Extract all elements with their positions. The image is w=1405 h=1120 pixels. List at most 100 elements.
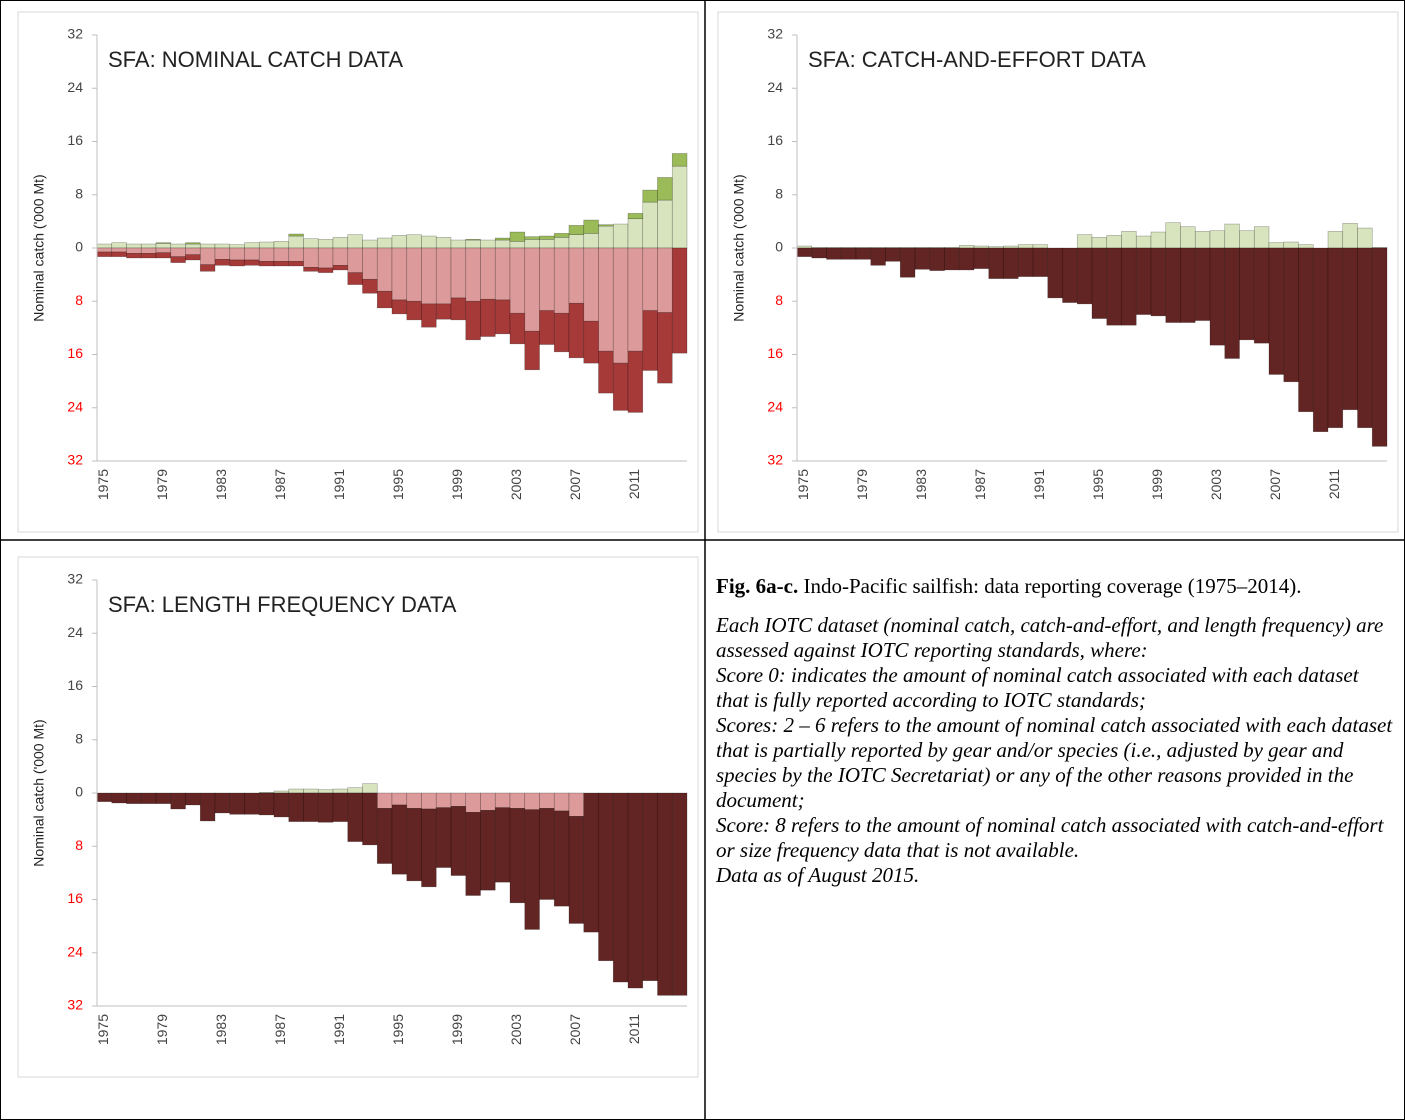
bar <box>1298 247 1314 413</box>
bar <box>111 251 127 257</box>
bar <box>229 247 245 261</box>
bar <box>421 792 437 810</box>
bar <box>376 247 393 292</box>
bar <box>421 303 437 328</box>
x-tick-label: 1991 <box>331 1014 347 1045</box>
bar <box>480 298 496 337</box>
caption-heading: Fig. 6a-c. Indo-Pacific sailfish: data r… <box>716 574 1396 599</box>
caption: Fig. 6a-c. Indo-Pacific sailfish: data r… <box>716 574 1396 888</box>
bar <box>583 320 599 364</box>
bar <box>435 792 452 808</box>
bar <box>657 312 673 384</box>
x-tick-label: 1995 <box>390 1014 406 1045</box>
bar <box>1194 247 1211 321</box>
bar <box>642 247 658 311</box>
bar <box>288 235 304 249</box>
bar <box>376 237 393 249</box>
x-tick-label: 1999 <box>449 1014 465 1045</box>
x-tick-label: 2011 <box>1326 469 1342 499</box>
bar <box>914 247 931 270</box>
bar <box>553 810 570 907</box>
bar <box>598 247 614 352</box>
bar <box>1047 247 1063 299</box>
bar <box>1253 247 1270 344</box>
bar <box>273 261 290 267</box>
bar <box>840 247 857 260</box>
bar <box>524 236 540 240</box>
bar <box>885 247 901 262</box>
y-tick-label: 16 <box>767 132 783 148</box>
bar <box>494 299 511 335</box>
bar <box>973 247 990 269</box>
bar <box>229 792 245 815</box>
bar <box>929 247 945 271</box>
bar <box>480 810 496 891</box>
bar <box>1003 247 1019 279</box>
bar <box>421 808 437 888</box>
bar <box>642 792 658 982</box>
bar <box>155 252 172 259</box>
bar <box>214 792 231 814</box>
bar <box>111 247 127 253</box>
bar <box>406 808 422 882</box>
bar <box>303 238 319 249</box>
x-tick-label: 1995 <box>1090 469 1106 500</box>
bar <box>1312 247 1329 433</box>
y-tick-label: 32 <box>767 452 783 468</box>
bar <box>347 234 363 249</box>
bar <box>627 792 644 989</box>
bar <box>657 792 673 996</box>
x-tick-label: 1979 <box>154 469 170 500</box>
bar <box>303 247 319 268</box>
bar <box>155 247 172 253</box>
bar <box>465 247 481 302</box>
bar <box>258 792 275 816</box>
bar <box>1180 226 1196 249</box>
bar <box>671 153 688 167</box>
bar <box>185 247 201 255</box>
bar <box>435 247 452 305</box>
bar <box>317 789 334 794</box>
bar <box>494 792 511 808</box>
bar <box>244 792 260 815</box>
bar <box>1062 247 1078 303</box>
bar <box>1253 226 1270 249</box>
bar <box>480 792 496 811</box>
bar <box>185 243 201 249</box>
bar <box>671 247 688 354</box>
bar <box>1121 247 1137 326</box>
bar <box>1194 231 1211 249</box>
chart-title: SFA: CATCH-AND-EFFORT DATA <box>808 47 1146 72</box>
bar <box>1239 247 1255 341</box>
bar <box>811 247 827 259</box>
bar <box>450 806 467 876</box>
bar <box>347 787 363 794</box>
bar <box>199 264 216 272</box>
chart-title: SFA: NOMINAL CATCH DATA <box>108 47 403 72</box>
bar <box>1032 244 1049 249</box>
bar <box>1357 247 1373 429</box>
x-tick-label: 1979 <box>154 1014 170 1045</box>
bar <box>1017 247 1034 277</box>
y-axis-label: Nominal catch ('000 Mt) <box>31 719 47 866</box>
bar <box>657 247 673 313</box>
caption-text: Each IOTC dataset (nominal catch, catch-… <box>716 613 1384 662</box>
bar <box>126 253 142 259</box>
x-tick-label: 1987 <box>272 1014 288 1045</box>
bar <box>598 350 614 394</box>
bar <box>899 247 916 278</box>
x-tick-label: 2007 <box>1267 469 1283 500</box>
bar <box>362 783 378 794</box>
bar <box>642 189 658 203</box>
bar <box>524 809 540 930</box>
bar <box>140 253 157 259</box>
bar <box>627 213 644 220</box>
bar <box>1283 247 1299 383</box>
bar <box>494 237 511 241</box>
bar <box>1150 231 1167 249</box>
bar <box>944 247 960 271</box>
bar <box>988 247 1004 279</box>
bar <box>1165 247 1181 323</box>
bar <box>465 812 481 896</box>
bar <box>1268 242 1285 249</box>
